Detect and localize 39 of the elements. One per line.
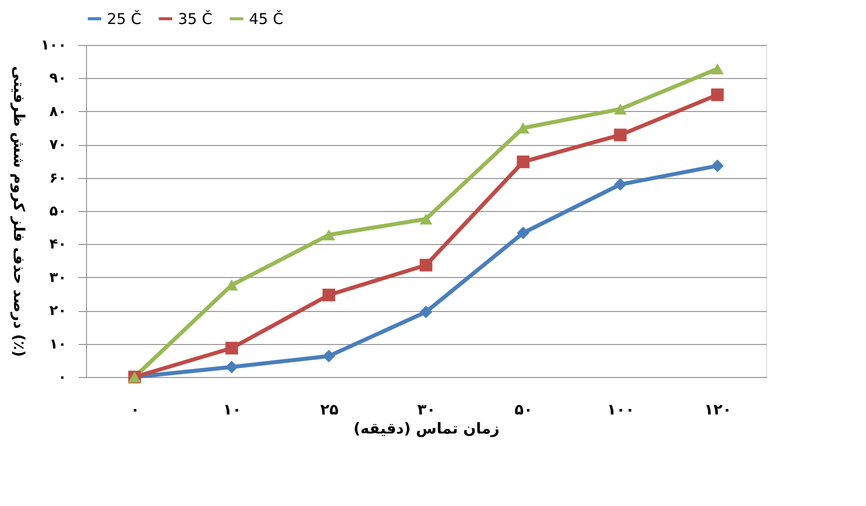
point bbox=[516, 156, 530, 168]
y-tick-label: ۵۰ bbox=[49, 204, 66, 220]
y-tick-label: ۹۰ bbox=[49, 70, 66, 87]
point bbox=[614, 178, 627, 191]
point bbox=[516, 226, 530, 240]
y-tick-label: ۳۰ bbox=[49, 270, 66, 286]
point bbox=[420, 213, 432, 224]
point bbox=[711, 88, 724, 102]
y-tick-label: ۰ bbox=[58, 370, 66, 386]
point bbox=[225, 342, 238, 354]
y-tick-label: ۷۰ bbox=[49, 137, 66, 154]
y-tick-label: ۶۰ bbox=[49, 170, 66, 186]
x-tick-label: ۱۲۰ bbox=[704, 400, 732, 418]
point bbox=[322, 288, 336, 302]
x-tick-label: ۰ bbox=[130, 400, 140, 418]
point bbox=[322, 350, 336, 362]
y-tick-label: ۴۰ bbox=[49, 236, 66, 253]
legend-label: 45 Č bbox=[249, 10, 284, 28]
point bbox=[614, 104, 627, 115]
x-tick-label: ۱۰۰ bbox=[607, 400, 635, 418]
point bbox=[614, 128, 627, 142]
y-tick-label: ۱۰۰ bbox=[40, 38, 66, 54]
x-tick-label: ۲۵ bbox=[320, 400, 339, 418]
point bbox=[420, 258, 432, 272]
legend-label: 35 Č bbox=[178, 10, 212, 28]
point bbox=[420, 306, 432, 318]
point bbox=[322, 229, 336, 240]
point bbox=[711, 160, 724, 172]
y-axis-title: درصد حذف فلز کروم شش ظرفیتی (٪) bbox=[10, 66, 28, 357]
point bbox=[225, 360, 238, 374]
y-tick-label: ۱۰ bbox=[49, 336, 66, 352]
x-axis-title: زمان تماس (دقیقه) bbox=[353, 420, 500, 438]
x-tick-label: ۵۰ bbox=[514, 400, 533, 418]
x-tick-label: ۱۰ bbox=[223, 400, 242, 418]
y-tick-label: ۲۰ bbox=[49, 303, 66, 320]
legend-label: 25 Č bbox=[107, 10, 142, 28]
y-tick-label: ۸۰ bbox=[49, 104, 66, 120]
point bbox=[711, 63, 724, 74]
x-tick-label: ۳۰ bbox=[417, 400, 436, 418]
